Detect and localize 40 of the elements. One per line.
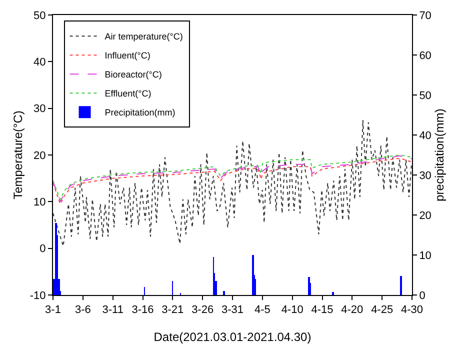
legend-label: Precipitation(mm) xyxy=(104,108,176,118)
x-tick-label: 3-31 xyxy=(221,304,244,316)
y-tick-label: 30 xyxy=(34,103,46,116)
x-tick-label: 3-11 xyxy=(102,304,124,316)
y2-tick-label: 60 xyxy=(419,50,432,62)
bar xyxy=(400,276,402,295)
y2-tick-label: 10 xyxy=(419,250,432,262)
x-tick-label: 3-26 xyxy=(192,304,214,316)
x-axis-title: Date(2021.03.01-2021.04.30) xyxy=(154,330,312,344)
x-tick-label: 4-30 xyxy=(400,304,424,316)
y2-tick-label: 0 xyxy=(419,290,426,302)
y2-tick-label: 40 xyxy=(419,130,432,142)
y-tick-label: 50 xyxy=(34,10,46,22)
x-tick-label: 3-16 xyxy=(132,304,154,316)
y-tick-label: 0 xyxy=(40,243,46,256)
legend-label: Bioreactor(°C) xyxy=(104,70,162,80)
x-tick-label: 4-15 xyxy=(311,304,334,316)
y-tick-label: 20 xyxy=(34,150,46,162)
legend-label: Effluent(°C) xyxy=(104,88,152,99)
x-tick-label: 3-1 xyxy=(45,304,61,316)
y-tick-label: -10 xyxy=(30,290,46,302)
x-tick-label: 3-21 xyxy=(162,304,184,316)
bar xyxy=(223,291,225,295)
legend-label: Influent(°C) xyxy=(104,50,150,61)
bar xyxy=(332,292,334,295)
line-series xyxy=(53,120,412,246)
x-tick-label: 4-5 xyxy=(254,304,270,316)
y-tick-label: 10 xyxy=(34,196,46,209)
y2-tick-label: 70 xyxy=(419,10,432,22)
y2-tick-label: 30 xyxy=(419,170,432,182)
x-tick-label: 4-20 xyxy=(341,304,364,316)
x-tick-label: 3-6 xyxy=(74,304,91,316)
y-tick-label: 40 xyxy=(34,56,46,69)
x-tick-label: 4-10 xyxy=(281,304,304,316)
y2-tick-label: 50 xyxy=(419,90,432,102)
x-tick-label: 4-25 xyxy=(371,304,394,316)
y2-axis-title: precipitation(mm) xyxy=(432,108,446,202)
legend-label: Air temperature(°C) xyxy=(104,32,183,42)
y-axis-title: Temperature(°C) xyxy=(11,110,26,200)
y2-tick-label: 20 xyxy=(419,210,432,222)
